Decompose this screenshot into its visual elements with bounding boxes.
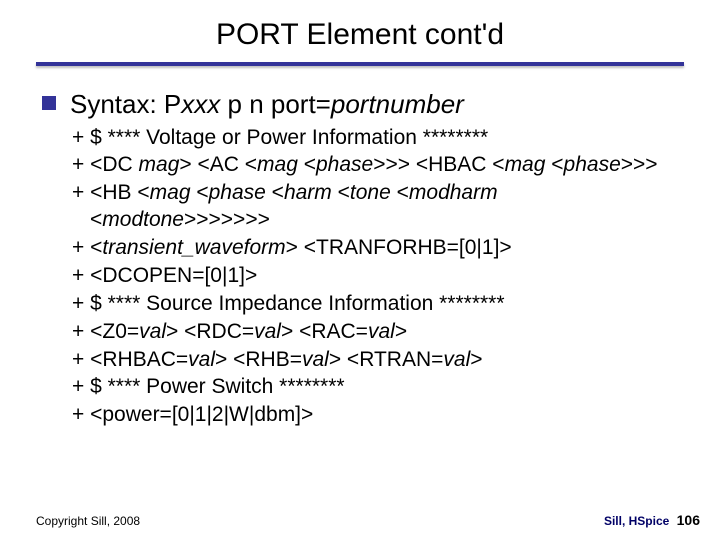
- t: + <Z0=: [72, 320, 139, 343]
- t: mag: [505, 153, 546, 176]
- t: <: [266, 181, 284, 204]
- list-item: + <Z0=val> <RDC=val> <RAC=val>: [72, 319, 678, 346]
- t: mag: [150, 181, 191, 204]
- t: tone: [350, 181, 391, 204]
- t: > <TRANFORHB=[0|1]>: [286, 236, 512, 259]
- syntax-portnumber: portnumber: [331, 89, 464, 119]
- t: phase: [564, 153, 621, 176]
- t: val: [254, 320, 281, 343]
- copyright-text: Copyright Sill, 2008: [36, 514, 140, 528]
- syntax-prefix: Syntax: P: [70, 89, 181, 119]
- t: + <DC: [72, 153, 139, 176]
- t: <: [298, 153, 316, 176]
- t: val: [139, 320, 166, 343]
- list-item: + <power=[0|1|2|W|dbm]>: [72, 402, 678, 429]
- slide-title: PORT Element cont'd: [0, 18, 720, 52]
- list-item: + $ **** Source Impedance Information **…: [72, 291, 678, 318]
- t: val: [188, 348, 215, 371]
- t: modtone: [102, 208, 184, 231]
- t: phase: [316, 153, 373, 176]
- t: mag: [257, 153, 298, 176]
- syntax-line: Syntax: Pxxx p n port=portnumber: [42, 88, 678, 121]
- t: <: [191, 181, 209, 204]
- sub-list: + $ **** Voltage or Power Information **…: [72, 125, 678, 430]
- t: > <AC <: [179, 153, 257, 176]
- list-item: + <RHBAC=val> <RHB=val> <RTRAN=val>: [72, 347, 678, 374]
- t: > <RDC=: [166, 320, 254, 343]
- syntax-xxx: xxx: [181, 89, 220, 119]
- t: > <RHB=: [215, 348, 302, 371]
- t: phase: [209, 181, 266, 204]
- t: mag: [139, 153, 180, 176]
- syntax-text: Syntax: Pxxx p n port=portnumber: [70, 88, 464, 121]
- title-underline-wrap: [0, 62, 720, 66]
- content-area: Syntax: Pxxx p n port=portnumber + $ ***…: [0, 88, 720, 429]
- t: + <: [72, 236, 102, 259]
- list-item: + $ **** Power Switch ********: [72, 374, 678, 401]
- t: + <RHBAC=: [72, 348, 188, 371]
- t: + <HB <: [72, 181, 150, 204]
- list-item: + <HB <mag <phase <harm <tone <modharm <…: [72, 180, 678, 234]
- t: transient_waveform: [102, 236, 285, 259]
- list-item: + <DCOPEN=[0|1]>: [72, 263, 678, 290]
- list-item: + <DC mag> <AC <mag <phase>>> <HBAC <mag…: [72, 152, 678, 179]
- t: val: [302, 348, 329, 371]
- t: val: [368, 320, 395, 343]
- bullet-icon: [42, 96, 56, 110]
- t: > <RAC=: [281, 320, 368, 343]
- t: >: [470, 348, 482, 371]
- page-label: Sill, HSpice: [604, 514, 669, 528]
- list-item: + $ **** Voltage or Power Information **…: [72, 125, 678, 152]
- title-underline: [36, 62, 684, 66]
- t: >>>: [621, 153, 658, 176]
- t: >>> <HBAC <: [373, 153, 504, 176]
- t: >>>>>>>: [184, 208, 270, 231]
- t: <: [391, 181, 409, 204]
- syntax-mid: p n port=: [220, 89, 331, 119]
- t: > <RTRAN=: [329, 348, 444, 371]
- t: harm: [284, 181, 332, 204]
- t: <: [90, 208, 102, 231]
- t: <: [545, 153, 563, 176]
- t: >: [395, 320, 407, 343]
- t: modharm: [409, 181, 498, 204]
- footer: Copyright Sill, 2008 Sill, HSpice 106: [36, 512, 700, 528]
- page-number: 106: [677, 512, 700, 528]
- t: <: [332, 181, 350, 204]
- list-item: + <transient_waveform> <TRANFORHB=[0|1]>: [72, 235, 678, 262]
- page-info: Sill, HSpice 106: [604, 512, 700, 528]
- t: val: [443, 348, 470, 371]
